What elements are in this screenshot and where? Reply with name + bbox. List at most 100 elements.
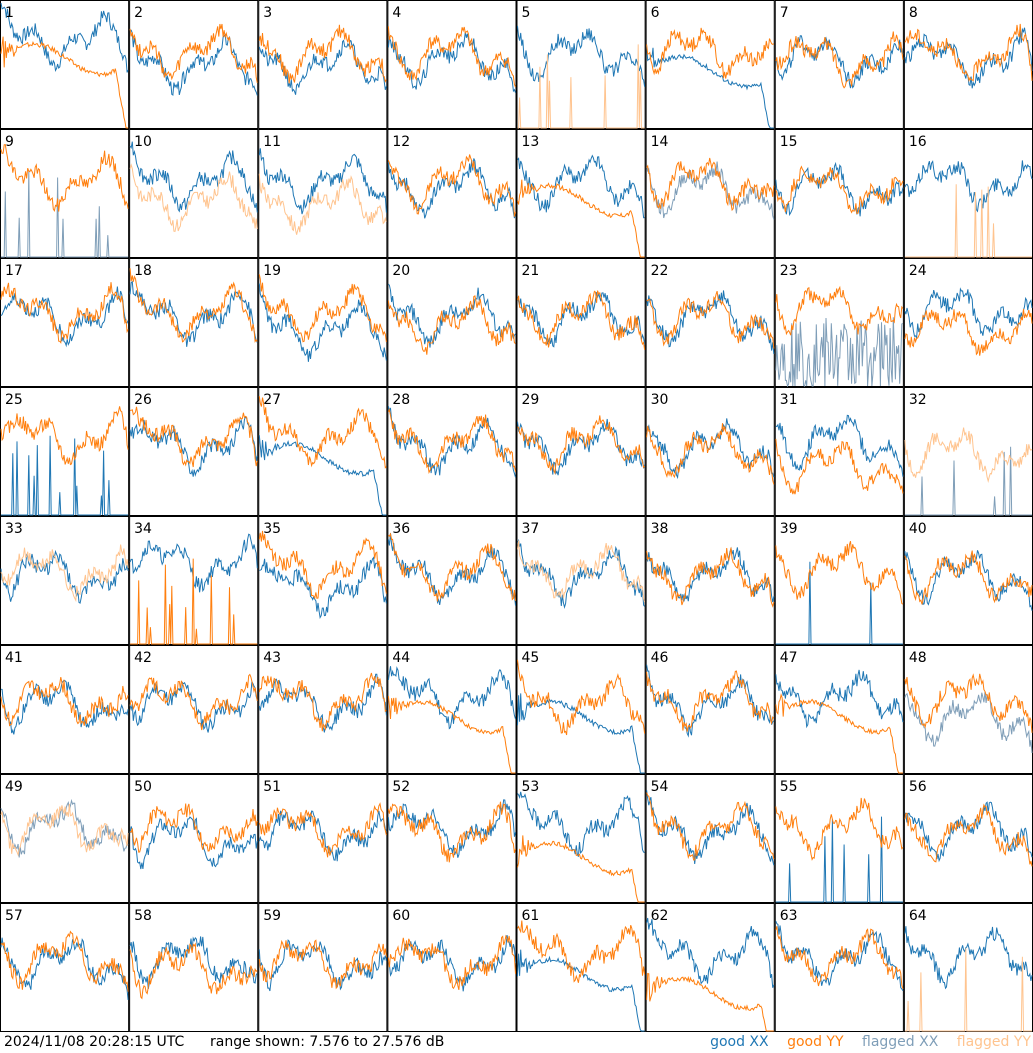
series-xx-panel-57 (0, 937, 129, 1000)
panel-frame (645, 129, 775, 258)
panel-9: 9 (0, 129, 130, 258)
series-xx-panel-1 (0, 2, 129, 73)
series-xx-panel-18 (129, 280, 258, 347)
panel-37: 37 (516, 516, 646, 645)
series-yy-panel-4 (387, 26, 516, 88)
series-xx-panel-31 (775, 414, 904, 477)
series-yy-panel-30 (646, 423, 775, 485)
panel-frame (903, 0, 1033, 129)
series-xx-panel-29 (517, 418, 646, 476)
panel-36: 36 (387, 516, 517, 645)
panel-label: 39 (780, 521, 798, 537)
panel-frame (0, 258, 130, 387)
panel-label: 14 (651, 134, 669, 150)
series-xx-panel-23 (775, 317, 904, 388)
panel-19: 19 (258, 258, 388, 387)
panel-label: 41 (5, 650, 23, 666)
panel-13: 13 (516, 129, 646, 258)
panel-61: 61 (516, 903, 646, 1032)
series-yy-panel-26 (130, 406, 258, 468)
panel-label: 26 (134, 392, 152, 408)
series-yy-panel-34 (130, 558, 258, 645)
series-yy-panel-40 (904, 550, 1033, 605)
series-xx-panel-60 (387, 935, 516, 992)
series-xx-panel-21 (517, 292, 646, 348)
timestamp: 2024/11/08 20:28:15 UTC (4, 1034, 185, 1050)
series-yy-panel-2 (129, 23, 258, 83)
series-yy-panel-43 (258, 672, 387, 732)
panel-53: 53 (516, 774, 646, 903)
panel-label: 37 (522, 521, 540, 537)
panel-label: 59 (263, 908, 281, 924)
series-yy-panel-18 (129, 268, 258, 343)
panel-57: 57 (0, 903, 130, 1032)
panel-42: 42 (129, 645, 259, 774)
panel-16: 16 (903, 129, 1033, 258)
panel-21: 21 (516, 258, 646, 387)
series-yy-panel-25 (0, 406, 129, 466)
series-yy-panel-62 (646, 972, 774, 1032)
panel-label: 58 (134, 908, 152, 924)
series-yy-panel-52 (387, 801, 516, 863)
panel-7: 7 (774, 0, 904, 129)
series-yy-panel-13 (517, 179, 645, 258)
panel-label: 30 (651, 392, 669, 408)
panel-20: 20 (387, 258, 517, 387)
legend-good-yy: good YY (787, 1034, 844, 1050)
series-xx-panel-58 (129, 936, 258, 989)
series-yy-panel-27 (258, 396, 387, 469)
series-xx-panel-37 (517, 538, 645, 609)
series-yy-panel-49 (0, 803, 129, 857)
series-yy-panel-9 (0, 144, 129, 212)
panel-39: 39 (774, 516, 904, 645)
series-xx-panel-49 (0, 798, 129, 858)
series-yy-panel-16 (904, 184, 1032, 258)
panel-frame (645, 903, 775, 1032)
panel-label: 6 (651, 5, 660, 21)
panel-10: 10 (129, 129, 259, 258)
panel-frame (903, 645, 1033, 774)
legend-good-xx: good XX (710, 1034, 769, 1050)
series-xx-panel-51 (258, 810, 387, 862)
series-xx-panel-2 (129, 29, 258, 96)
series-yy-panel-44 (387, 696, 516, 774)
panel-label: 33 (5, 521, 23, 537)
series-xx-panel-45 (517, 693, 645, 774)
panel-23: 23 (774, 258, 904, 388)
panel-25: 25 (0, 387, 130, 516)
panel-34: 34 (129, 516, 259, 645)
panel-label: 3 (263, 5, 272, 21)
series-yy-panel-21 (517, 290, 646, 350)
panel-label: 18 (134, 263, 152, 279)
series-xx-panel-15 (775, 161, 904, 217)
series-xx-panel-16 (904, 160, 1033, 213)
panel-label: 36 (392, 521, 410, 537)
series-yy-panel-39 (775, 541, 904, 605)
panel-label: 27 (263, 392, 281, 408)
series-yy-panel-55 (775, 797, 904, 861)
series-xx-panel-6 (646, 45, 774, 129)
series-xx-panel-52 (387, 799, 516, 858)
panel-label: 31 (780, 392, 798, 408)
panel-label: 13 (522, 134, 540, 150)
panel-label: 64 (909, 908, 927, 924)
series-yy-panel-8 (904, 23, 1033, 83)
series-yy-panel-50 (129, 803, 258, 853)
series-xx-panel-27 (258, 435, 387, 516)
series-yy-panel-46 (646, 670, 775, 732)
series-yy-panel-3 (258, 24, 387, 84)
series-yy-panel-61 (517, 920, 646, 983)
panel-label: 53 (522, 779, 540, 795)
panel-55: 55 (774, 774, 904, 903)
panel-label: 16 (909, 134, 927, 150)
series-yy-panel-23 (775, 285, 904, 336)
series-yy-panel-41 (0, 677, 129, 727)
series-yy-panel-22 (646, 290, 775, 349)
panel-11: 11 (258, 129, 388, 258)
panel-51: 51 (258, 774, 388, 903)
panel-frame (258, 129, 388, 258)
series-yy-panel-32 (904, 427, 1033, 483)
panel-frame (645, 387, 775, 516)
panel-frame (387, 387, 517, 516)
